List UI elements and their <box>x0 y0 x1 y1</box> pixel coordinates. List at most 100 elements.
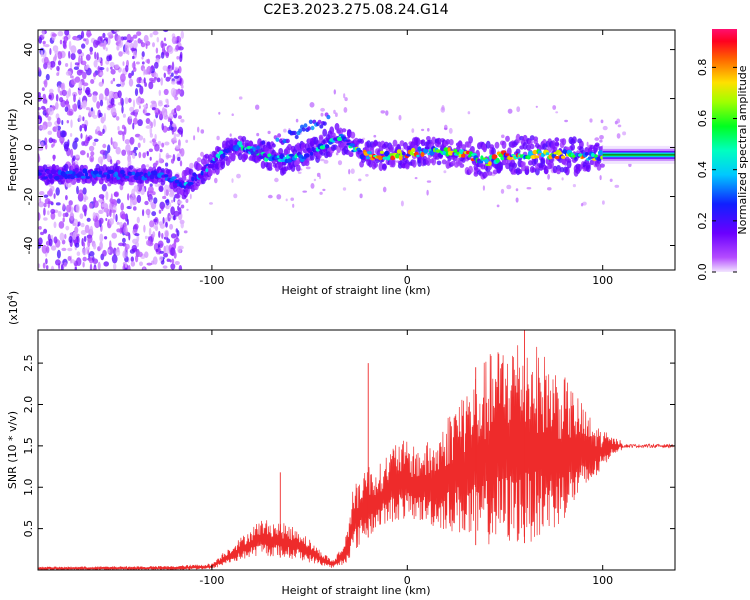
noise-blob <box>86 217 91 222</box>
ridge-core <box>537 150 542 154</box>
noise-blob <box>124 139 130 145</box>
noise-blob <box>614 184 620 188</box>
noise-blob <box>132 99 136 108</box>
noise-blob <box>146 151 149 157</box>
noise-blob <box>76 257 82 266</box>
noise-blob <box>137 142 141 148</box>
noise-blob <box>43 79 48 88</box>
noise-blob <box>123 226 128 234</box>
noise-blob <box>97 130 102 136</box>
ridge-halo <box>457 140 463 149</box>
noise-blob <box>78 189 84 198</box>
noise-blob <box>145 208 151 216</box>
noise-blob <box>175 193 181 199</box>
noise-blob <box>65 63 69 67</box>
ridge-halo <box>404 163 410 170</box>
noise-blob <box>276 194 282 200</box>
noise-blob <box>175 133 180 137</box>
noise-blob <box>161 142 165 148</box>
noise-blob <box>267 130 271 135</box>
noise-blob <box>89 51 93 55</box>
noise-blob <box>526 187 532 190</box>
noise-blob <box>86 152 89 158</box>
ridge-branch <box>326 114 331 120</box>
noise-blob <box>146 262 153 266</box>
noise-blob <box>148 186 154 194</box>
noise-blob <box>283 128 287 133</box>
noise-blob <box>144 82 148 87</box>
noise-blob <box>131 70 135 76</box>
ridge-halo <box>561 138 567 146</box>
ridge-core <box>43 176 48 179</box>
noise-blob <box>133 223 139 230</box>
ridge-core <box>500 156 505 161</box>
noise-blob <box>173 132 177 140</box>
noise-blob <box>139 85 144 95</box>
noise-blob <box>136 77 142 84</box>
noise-blob <box>99 149 106 155</box>
noise-blob <box>154 61 159 69</box>
noise-blob <box>515 188 519 192</box>
noise-blob <box>169 223 174 230</box>
ridge-branch <box>254 150 259 155</box>
ridge-halo <box>566 160 572 169</box>
noise-blob <box>155 160 159 166</box>
ridge-core <box>246 145 252 150</box>
noise-blob <box>77 49 82 55</box>
noise-blob <box>136 84 142 88</box>
noise-blob <box>564 119 568 123</box>
noise-blob <box>443 170 447 174</box>
noise-blob <box>169 74 172 80</box>
ridge-core <box>149 174 155 180</box>
noise-blob <box>116 228 122 233</box>
noise-blob <box>149 133 153 138</box>
noise-blob <box>42 40 46 45</box>
y-tick-label: 40 <box>22 43 35 57</box>
noise-blob <box>128 78 134 87</box>
noise-blob <box>158 221 163 226</box>
ridge-halo <box>390 159 396 168</box>
noise-blob <box>155 47 159 54</box>
noise-blob <box>144 235 148 240</box>
noise-blob <box>170 87 176 97</box>
noise-blob <box>135 61 140 65</box>
noise-blob <box>158 230 161 238</box>
noise-blob <box>82 256 87 262</box>
figure-title: C2E3.2023.275.08.24.G14 <box>263 2 448 18</box>
ridge-halo <box>600 163 605 168</box>
ridge-halo <box>528 139 533 146</box>
noise-blob <box>57 31 64 37</box>
ridge-halo <box>543 166 549 175</box>
ridge-halo <box>552 146 558 152</box>
noise-blob <box>74 137 79 143</box>
ridge-core <box>84 171 89 177</box>
noise-blob <box>81 123 86 129</box>
noise-blob <box>145 118 151 124</box>
noise-blob <box>139 261 143 267</box>
noise-blob <box>572 184 577 188</box>
noise-blob <box>100 61 103 66</box>
noise-blob <box>134 88 139 97</box>
noise-blob <box>79 213 84 220</box>
noise-blob <box>180 204 185 209</box>
ridge-halo <box>237 152 243 161</box>
noise-blob <box>93 39 99 48</box>
noise-blob <box>162 265 168 269</box>
noise-blob <box>57 85 61 93</box>
ridge-halo <box>487 171 493 176</box>
noise-blob <box>77 99 81 109</box>
noise-blob <box>55 187 60 196</box>
ridge-halo <box>359 138 364 144</box>
noise-blob <box>81 248 88 255</box>
ridge-halo <box>459 163 465 168</box>
noise-blob <box>116 83 122 87</box>
noise-blob <box>174 96 179 101</box>
noise-blob <box>152 42 155 48</box>
noise-blob <box>152 30 159 36</box>
ridge-halo <box>144 179 150 184</box>
ridge-core <box>194 176 198 182</box>
snr-y-label: SNR (10 * v/v) <box>6 411 19 489</box>
noise-blob <box>38 92 41 97</box>
noise-blob <box>38 107 42 111</box>
ridge-halo <box>322 128 328 137</box>
